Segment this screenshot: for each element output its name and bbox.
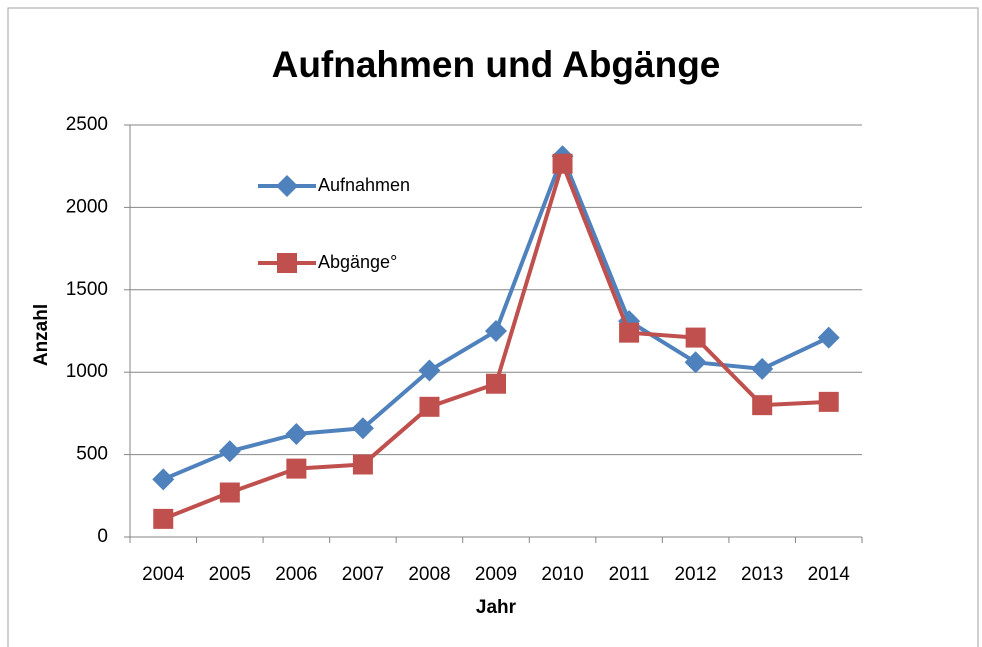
x-tick-label: 2010 <box>541 564 583 585</box>
x-tick-label: 2011 <box>609 564 650 585</box>
data-point <box>153 508 174 529</box>
y-tick-label: 1500 <box>66 279 108 300</box>
data-point <box>684 351 707 374</box>
y-tick-label: 0 <box>97 526 108 547</box>
legend-marker <box>276 175 298 197</box>
legend-label: Abgänge° <box>318 252 397 272</box>
x-tick-label: 2006 <box>275 564 317 585</box>
y-tick-label: 2000 <box>66 196 108 217</box>
data-point <box>552 153 573 174</box>
x-tick-label: 2014 <box>808 564 851 585</box>
data-point <box>751 357 774 380</box>
data-point <box>219 482 240 503</box>
data-point <box>486 373 506 394</box>
data-point <box>485 320 507 342</box>
data-point <box>152 468 175 491</box>
data-point <box>352 454 373 475</box>
data-point <box>419 396 440 417</box>
x-tick-label: 2004 <box>142 564 185 585</box>
y-tick-label: 500 <box>76 444 108 465</box>
legend-label: Aufnahmen <box>318 175 410 195</box>
x-tick-label: 2009 <box>475 564 517 585</box>
x-tick-label: 2013 <box>741 564 783 585</box>
data-point <box>286 458 307 479</box>
y-axis-label: Anzahl <box>31 304 52 366</box>
legend-marker <box>277 253 297 273</box>
data-point <box>752 395 773 416</box>
data-point <box>218 440 241 463</box>
data-point <box>285 423 308 445</box>
data-point <box>818 391 839 412</box>
y-tick-label: 2500 <box>66 114 108 135</box>
x-tick-label: 2008 <box>408 564 450 585</box>
x-tick-label: 2007 <box>342 564 384 585</box>
data-point <box>685 327 706 348</box>
data-point <box>351 417 374 440</box>
y-tick-label: 1000 <box>66 361 108 382</box>
x-axis-label: Jahr <box>476 597 517 618</box>
chart-title: Aufnahmen und Abgänge <box>272 44 721 85</box>
data-point <box>817 326 840 349</box>
data-point <box>418 359 441 382</box>
x-tick-label: 2005 <box>209 564 251 585</box>
x-tick-label: 2012 <box>674 564 716 585</box>
data-point <box>619 322 640 343</box>
